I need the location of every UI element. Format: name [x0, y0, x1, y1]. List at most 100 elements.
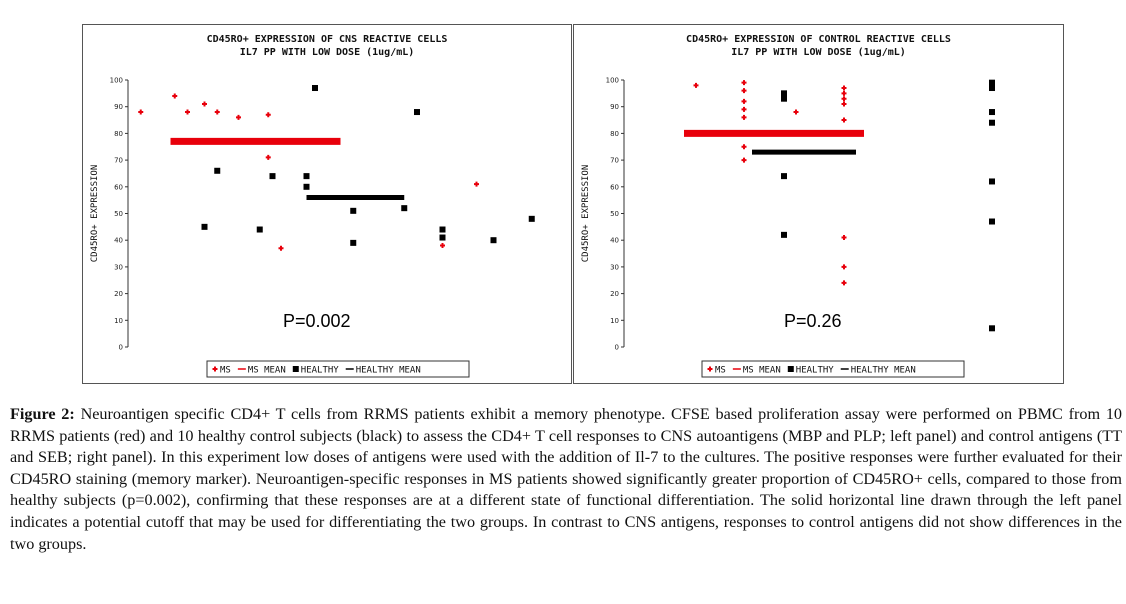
legend-label: MS MEAN: [248, 366, 286, 376]
healthy-point: [312, 85, 318, 92]
ms-point: [741, 144, 747, 150]
legend: MS MS MEAN HEALTHY HEALTHY MEAN: [206, 360, 470, 378]
y-tick-label: 20: [610, 290, 619, 298]
healthy-point: [303, 183, 310, 190]
healthy-point: [781, 90, 787, 97]
y-axis-label: CD45RO+ EXPRESSION: [581, 165, 591, 263]
ms-point: [440, 243, 445, 249]
healthy-point: [201, 223, 208, 230]
ms-point: [841, 264, 847, 270]
legend-ms-marker: [707, 366, 713, 372]
ms-point: [741, 80, 747, 86]
healthy-point: [414, 109, 420, 116]
series-ms: [693, 80, 847, 286]
ms-point: [741, 88, 747, 94]
y-tick-label: 60: [114, 183, 123, 191]
ms-point: [793, 109, 799, 115]
healthy-point: [401, 205, 408, 212]
ms-point: [741, 157, 747, 163]
y-tick-label: 50: [114, 210, 123, 218]
ms-point: [841, 85, 847, 91]
chart-subtitle: IL7 PP WITH LOW DOSE (1ug/mL): [240, 47, 415, 58]
ms-point: [741, 106, 747, 112]
y-tick-label: 20: [114, 290, 123, 298]
y-tick-label: 30: [114, 263, 123, 271]
y-tick-label: 60: [610, 183, 619, 191]
healthy-point: [781, 231, 787, 238]
legend: MS MS MEAN HEALTHY HEALTHY MEAN: [701, 360, 965, 378]
ms-point: [841, 280, 847, 286]
chart-title: CD45RO+ EXPRESSION OF CNS REACTIVE CELLS: [207, 34, 448, 45]
y-tick-label: 90: [610, 103, 619, 111]
healthy-point: [781, 173, 787, 180]
series-healthy: [781, 79, 995, 332]
chart-subtitle: IL7 PP WITH LOW DOSE (1ug/mL): [731, 47, 906, 58]
ms-point: [841, 117, 847, 123]
y-tick-label: 40: [610, 237, 619, 245]
legend-label: HEALTHY MEAN: [356, 366, 421, 376]
legend-label: HEALTHY MEAN: [851, 366, 916, 376]
y-tick-label: 0: [615, 344, 619, 352]
healthy-point: [989, 325, 995, 332]
healthy-point: [350, 207, 357, 214]
ms-point: [841, 96, 847, 102]
ms-point: [265, 154, 271, 160]
legend-box: [206, 360, 470, 378]
y-tick-label: 50: [610, 210, 619, 218]
y-tick-label: 10: [610, 317, 619, 325]
healthy-point: [989, 178, 995, 185]
healthy-point: [528, 215, 535, 222]
y-tick-label: 70: [114, 157, 123, 165]
ms-point: [741, 98, 747, 104]
ms-point: [236, 114, 241, 120]
chart-svg-cns: CD45RO+ EXPRESSION OF CNS REACTIVE CELLS…: [90, 34, 535, 378]
ms-point: [741, 114, 747, 120]
p-value-label: P=0.002: [283, 311, 351, 331]
y-axis-label: CD45RO+ EXPRESSION: [90, 165, 100, 263]
chart-panel-cns: CD45RO+ EXPRESSION OF CNS REACTIVE CELLS…: [82, 24, 572, 384]
y-tick-label: 100: [110, 77, 123, 85]
y-tick-label: 0: [119, 344, 123, 352]
ms-point: [202, 101, 207, 107]
legend-ms-marker: [212, 366, 218, 372]
ms-point: [138, 109, 144, 115]
ms-point: [841, 235, 847, 241]
series-ms: [138, 93, 479, 251]
healthy-point: [214, 167, 221, 174]
healthy-point: [781, 95, 787, 102]
chart-svg-control: CD45RO+ EXPRESSION OF CONTROL REACTIVE C…: [581, 34, 995, 378]
ms-point: [841, 101, 847, 107]
healthy-point: [350, 239, 357, 246]
healthy-point: [989, 218, 995, 225]
healthy-point: [439, 226, 446, 233]
legend-healthy-marker: [292, 366, 299, 372]
healthy-point: [989, 119, 995, 126]
y-tick-label: 70: [610, 157, 619, 165]
ms-point: [278, 245, 284, 251]
ms-point: [214, 109, 220, 115]
legend-healthy-marker: [787, 366, 794, 372]
legend-label: MS MEAN: [743, 366, 781, 376]
legend-label: MS: [715, 366, 726, 376]
ms-point: [841, 90, 847, 96]
healthy-point: [439, 234, 446, 241]
healthy-point: [303, 173, 310, 180]
healthy-point: [989, 109, 995, 116]
ms-point: [172, 93, 178, 99]
caption-text: Neuroantigen specific CD4+ T cells from …: [10, 405, 1123, 553]
healthy-point: [256, 226, 263, 233]
y-tick-label: 100: [606, 77, 619, 85]
y-tick-label: 10: [114, 317, 123, 325]
y-tick-label: 80: [610, 130, 619, 138]
legend-label: HEALTHY: [796, 366, 835, 376]
ms-point: [185, 109, 190, 115]
y-tick-label: 80: [114, 130, 123, 138]
chart-panel-control: CD45RO+ EXPRESSION OF CONTROL REACTIVE C…: [573, 24, 1064, 384]
ms-point: [474, 181, 479, 187]
healthy-point: [490, 237, 497, 244]
figure-caption: Figure 2: Neuroantigen specific CD4+ T c…: [10, 404, 1122, 555]
healthy-point: [989, 85, 995, 92]
ms-point: [693, 82, 699, 88]
series-healthy: [201, 85, 535, 246]
y-tick-label: 40: [114, 237, 123, 245]
